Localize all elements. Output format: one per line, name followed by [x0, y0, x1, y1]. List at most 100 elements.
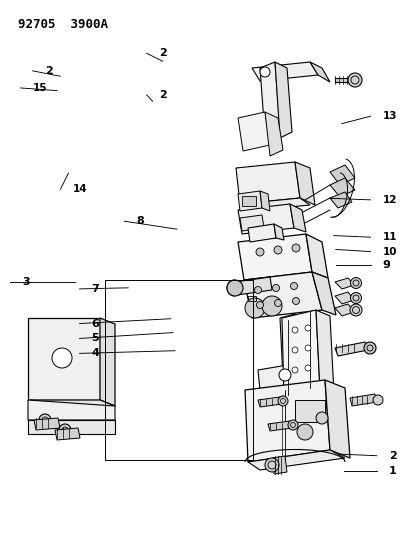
- Text: 3: 3: [22, 278, 30, 287]
- Text: 9: 9: [383, 261, 390, 270]
- Text: 7: 7: [92, 284, 99, 294]
- Circle shape: [305, 325, 311, 331]
- Polygon shape: [28, 400, 115, 406]
- Text: 10: 10: [383, 247, 397, 256]
- Text: 2: 2: [389, 451, 396, 461]
- Text: 6: 6: [92, 319, 99, 328]
- Circle shape: [350, 304, 362, 316]
- Circle shape: [350, 278, 361, 288]
- Circle shape: [373, 395, 383, 405]
- Circle shape: [292, 347, 298, 353]
- Polygon shape: [238, 191, 262, 211]
- Circle shape: [350, 293, 361, 303]
- Text: 2: 2: [159, 49, 166, 58]
- Polygon shape: [34, 418, 60, 430]
- Polygon shape: [28, 420, 115, 434]
- Text: 1: 1: [389, 466, 396, 475]
- Circle shape: [292, 327, 298, 333]
- Polygon shape: [260, 62, 280, 136]
- Circle shape: [297, 424, 313, 440]
- Circle shape: [278, 396, 288, 406]
- Circle shape: [293, 297, 300, 304]
- Polygon shape: [312, 272, 336, 315]
- Polygon shape: [330, 178, 355, 197]
- Circle shape: [305, 365, 311, 371]
- Circle shape: [265, 458, 279, 472]
- Bar: [105, 280, 253, 460]
- Circle shape: [254, 287, 262, 294]
- Circle shape: [59, 424, 71, 436]
- Polygon shape: [335, 278, 354, 289]
- Text: 92705  3900A: 92705 3900A: [18, 18, 108, 31]
- Text: 12: 12: [383, 195, 397, 205]
- Polygon shape: [274, 224, 284, 240]
- Polygon shape: [238, 112, 270, 151]
- Polygon shape: [316, 310, 334, 394]
- Circle shape: [288, 420, 298, 430]
- Text: 2: 2: [159, 90, 166, 100]
- Polygon shape: [238, 234, 312, 280]
- Circle shape: [348, 73, 362, 87]
- Polygon shape: [310, 62, 330, 82]
- Polygon shape: [280, 314, 298, 379]
- Polygon shape: [258, 397, 282, 407]
- Polygon shape: [282, 310, 320, 398]
- Polygon shape: [325, 380, 350, 458]
- Circle shape: [364, 342, 376, 354]
- Polygon shape: [335, 78, 350, 82]
- Circle shape: [291, 282, 298, 289]
- Text: 8: 8: [136, 216, 144, 226]
- Text: 5: 5: [92, 334, 99, 343]
- Circle shape: [227, 280, 243, 296]
- Polygon shape: [275, 62, 292, 138]
- Text: 14: 14: [72, 184, 87, 194]
- Polygon shape: [290, 204, 306, 232]
- Polygon shape: [265, 112, 283, 156]
- Bar: [242, 196, 256, 206]
- Circle shape: [256, 302, 263, 309]
- Circle shape: [279, 369, 291, 381]
- Circle shape: [262, 296, 282, 316]
- Polygon shape: [248, 224, 276, 242]
- Circle shape: [316, 412, 328, 424]
- Polygon shape: [330, 165, 355, 185]
- Text: 2: 2: [45, 66, 53, 76]
- Circle shape: [305, 345, 311, 351]
- Circle shape: [256, 248, 264, 256]
- Circle shape: [52, 348, 72, 368]
- Polygon shape: [335, 342, 368, 356]
- Polygon shape: [252, 62, 318, 81]
- Circle shape: [274, 246, 282, 254]
- Circle shape: [274, 300, 282, 306]
- Circle shape: [273, 285, 280, 292]
- Polygon shape: [350, 394, 377, 406]
- Polygon shape: [238, 204, 294, 234]
- Polygon shape: [330, 192, 352, 208]
- Polygon shape: [295, 162, 315, 205]
- Polygon shape: [100, 318, 115, 406]
- Bar: [248, 296, 256, 301]
- Polygon shape: [258, 362, 310, 390]
- Polygon shape: [28, 318, 100, 400]
- Polygon shape: [335, 304, 354, 316]
- Circle shape: [260, 67, 270, 77]
- Polygon shape: [306, 234, 328, 278]
- Text: 4: 4: [92, 349, 99, 358]
- Circle shape: [39, 414, 51, 426]
- Bar: [295, 400, 325, 422]
- Circle shape: [292, 367, 298, 373]
- Polygon shape: [245, 380, 330, 462]
- Polygon shape: [248, 450, 345, 470]
- Polygon shape: [244, 272, 322, 318]
- Text: 11: 11: [383, 232, 397, 242]
- Polygon shape: [235, 277, 272, 295]
- Polygon shape: [240, 215, 264, 231]
- Text: 13: 13: [383, 111, 397, 121]
- Polygon shape: [55, 428, 80, 440]
- Text: 15: 15: [33, 83, 47, 93]
- Polygon shape: [295, 314, 308, 378]
- Polygon shape: [272, 456, 287, 474]
- Polygon shape: [268, 421, 292, 431]
- Polygon shape: [28, 400, 115, 420]
- Polygon shape: [260, 191, 270, 211]
